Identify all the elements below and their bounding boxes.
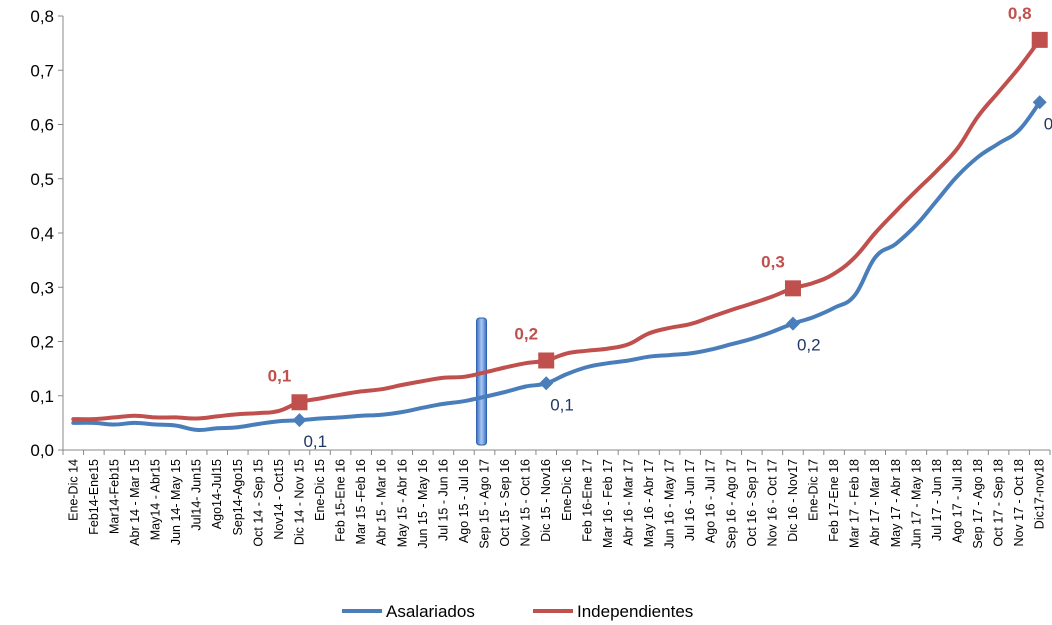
x-tick-label: Mar 15 -Feb 16 bbox=[354, 459, 368, 545]
x-tick-label: May14 - Abr15 bbox=[149, 459, 163, 540]
legend-label-asalariados: Asalariados bbox=[386, 602, 475, 621]
vertical-marker-group bbox=[476, 317, 488, 446]
x-tick-label: Jun 16 - May 17 bbox=[663, 459, 677, 549]
y-tick-label: 0,5 bbox=[30, 170, 54, 189]
series-line-asalariados bbox=[71, 100, 1042, 433]
data-point-asalariados bbox=[539, 376, 554, 391]
x-axis-ticks: Ene-Dic 14 Feb14-Ene15 Mar14-Feb15 Abr 14 -… bbox=[62, 450, 1051, 549]
series-line-independientes bbox=[71, 37, 1042, 422]
data-point-asalariados bbox=[785, 316, 800, 331]
x-tick-label: Abr 14 - Mar 15 bbox=[128, 459, 142, 546]
y-tick-label: 0,8 bbox=[30, 7, 54, 26]
x-tick-label: Nov 17 - Oct 18 bbox=[1012, 459, 1026, 547]
data-point-independientes bbox=[291, 394, 308, 411]
x-tick-label: Jul 17 - Jun 18 bbox=[930, 459, 944, 541]
series-lines bbox=[71, 37, 1042, 433]
x-tick-label: May 17 - Abr 18 bbox=[889, 459, 903, 547]
x-tick-label: Jun 14- May 15 bbox=[169, 459, 183, 545]
data-point-independientes bbox=[1031, 31, 1048, 48]
x-tick-label: Feb 16-Ene 17 bbox=[580, 459, 594, 542]
x-tick-label: Oct 14 - Sep 15 bbox=[251, 459, 265, 547]
x-tick-label: Jun 17 - May 18 bbox=[909, 459, 923, 549]
x-tick-label: Ene-Dic 17 bbox=[807, 459, 821, 521]
data-label-independientes: 0,1 bbox=[268, 366, 292, 385]
x-tick-label: Mar 17 - Feb 18 bbox=[848, 459, 862, 548]
x-tick-label: Ene-Dic 16 bbox=[560, 459, 574, 521]
y-axis-ticks: 0,0 0,1 0,2 0,3 0,4 0,5 0,6 0,7 0,8 bbox=[30, 7, 63, 460]
y-tick-label: 0,3 bbox=[30, 278, 54, 297]
data-point-asalariados bbox=[1032, 95, 1047, 110]
data-point-asalariados bbox=[292, 413, 307, 428]
data-label-asalariados: 0,1 bbox=[550, 395, 574, 414]
x-tick-label: Abr 15 - Mar 16 bbox=[375, 459, 389, 546]
legend: Asalariados Independientes bbox=[342, 602, 693, 621]
x-tick-label: Dic 16 - Nov17 bbox=[786, 459, 800, 542]
x-tick-label: Oct 16 - Sep 17 bbox=[745, 459, 759, 547]
x-tick-label: Feb 17-Ene 18 bbox=[827, 459, 841, 542]
x-tick-label: Sep 16 - Ago 17 bbox=[724, 459, 738, 549]
x-tick-label: Sep 17 - Ago 18 bbox=[971, 459, 985, 549]
data-label-independientes: 0,8 bbox=[1008, 4, 1032, 23]
data-label-independientes: 0,2 bbox=[514, 324, 538, 343]
vertical-marker bbox=[476, 317, 488, 446]
legend-label-independientes: Independientes bbox=[577, 602, 693, 621]
x-tick-label: Nov 16 - Oct 17 bbox=[765, 459, 779, 547]
x-tick-label: Jul 16 - Jun 17 bbox=[683, 459, 697, 541]
x-tick-label: Nov14 - Oct15 bbox=[272, 459, 286, 540]
x-tick-label: Mar14-Feb15 bbox=[107, 459, 121, 534]
data-label-independientes: 0,3 bbox=[761, 252, 785, 271]
x-tick-label: Abr 17 - Mar 18 bbox=[868, 459, 882, 546]
x-tick-label: Oct 15 - Sep 16 bbox=[498, 459, 512, 547]
x-tick-label: Jul 15 - Jun 16 bbox=[436, 459, 450, 541]
x-tick-label: Dic 15 - Nov16 bbox=[539, 459, 553, 542]
x-tick-label: Abr 16 - Mar 17 bbox=[621, 459, 635, 546]
x-tick-label: Nov 15 - Oct 16 bbox=[519, 459, 533, 547]
x-tick-label: Ago 15 - Jul 16 bbox=[457, 459, 471, 543]
series-markers bbox=[291, 31, 1048, 428]
y-tick-label: 0,6 bbox=[30, 116, 54, 135]
data-labels: 0,1 0,1 0,2 0,6 0,1 0,2 0,3 0,8 bbox=[268, 4, 1052, 451]
x-tick-label: Ago14-Jul15 bbox=[210, 459, 224, 529]
y-tick-label: 0,1 bbox=[30, 387, 54, 406]
x-tick-label: Dic 14 - Nov 15 bbox=[292, 459, 306, 545]
x-tick-label: Mar 16 - Feb 17 bbox=[601, 459, 615, 548]
data-point-independientes bbox=[538, 352, 555, 369]
x-tick-label: Ene-Dic 14 bbox=[66, 459, 80, 521]
x-tick-label: Feb 15-Ene 16 bbox=[334, 459, 348, 542]
x-tick-label: Ago 17 - Jul 18 bbox=[950, 459, 964, 543]
x-tick-label: Jul14- Jun15 bbox=[190, 459, 204, 531]
x-tick-label: Dic17-nov18 bbox=[1033, 459, 1047, 529]
y-tick-label: 0,4 bbox=[30, 224, 54, 243]
y-tick-label: 0,0 bbox=[30, 441, 54, 460]
y-tick-label: 0,2 bbox=[30, 333, 54, 352]
x-tick-label: Jun 15 - May 16 bbox=[416, 459, 430, 549]
x-tick-label: Oct 17 - Sep 18 bbox=[992, 459, 1006, 547]
data-label-asalariados: 0,2 bbox=[797, 336, 821, 355]
data-point-independientes bbox=[784, 280, 801, 297]
y-tick-label: 0,7 bbox=[30, 61, 54, 80]
x-tick-label: May 16 - Abr 17 bbox=[642, 459, 656, 547]
x-tick-label: Ene-Dic 15 bbox=[313, 459, 327, 521]
x-tick-label: Sep14-Ago15 bbox=[231, 459, 245, 536]
x-tick-label: Sep 15 - Ago 17 bbox=[478, 459, 492, 549]
data-label-asalariados: 0,1 bbox=[303, 432, 327, 451]
x-tick-label: Ago 16 - Jul 17 bbox=[704, 459, 718, 543]
x-tick-label: May 15 - Abr 16 bbox=[395, 459, 409, 547]
chart-axes bbox=[62, 16, 1050, 451]
data-label-asalariados: 0,6 bbox=[1044, 114, 1052, 133]
x-tick-label: Feb14-Ene15 bbox=[87, 459, 101, 535]
